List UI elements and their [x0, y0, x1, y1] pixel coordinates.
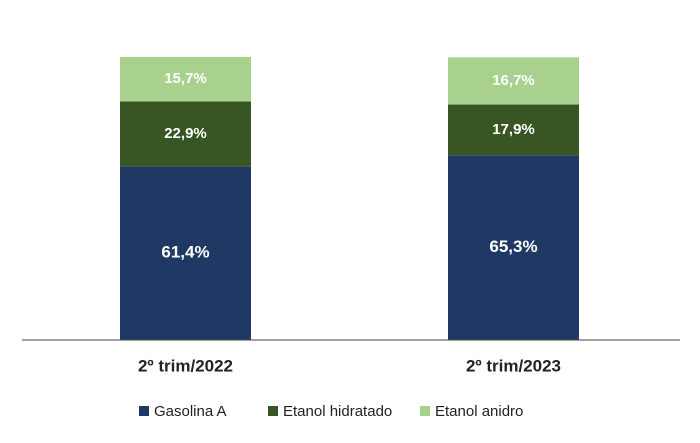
- legend-swatch: [268, 406, 278, 416]
- bar-segment: [120, 166, 251, 340]
- value-label: 65,3%: [489, 237, 537, 256]
- bar-segment: [120, 101, 251, 167]
- value-label: 61,4%: [161, 243, 209, 262]
- legend-label: Etanol hidratado: [283, 403, 392, 420]
- x-tick-label: 2º trim/2023: [466, 356, 561, 375]
- value-label: 22,9%: [164, 125, 207, 142]
- bar-segment: [448, 57, 579, 105]
- bar-segment: [448, 104, 579, 156]
- legend-label: Etanol anidro: [435, 403, 523, 420]
- value-label: 16,7%: [492, 72, 535, 89]
- bar-segment: [120, 57, 251, 102]
- bar-segment: [448, 155, 579, 340]
- value-label: 17,9%: [492, 121, 535, 138]
- x-tick-label: 2º trim/2022: [138, 356, 233, 375]
- legend-label: Gasolina A: [154, 403, 227, 420]
- legend-swatch: [420, 406, 430, 416]
- legend-swatch: [139, 406, 149, 416]
- value-label: 15,7%: [164, 70, 207, 87]
